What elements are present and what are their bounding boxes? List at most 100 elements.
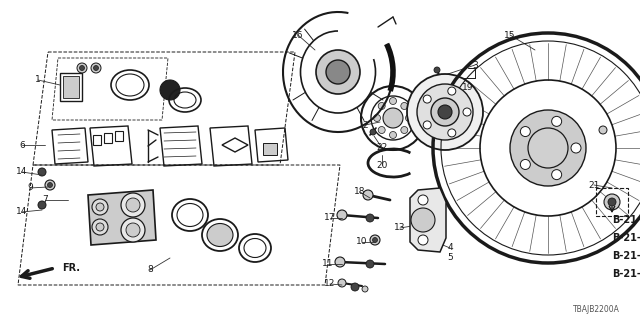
Circle shape (434, 67, 440, 73)
Text: 11: 11 (323, 260, 333, 268)
Circle shape (431, 98, 459, 126)
Text: 15: 15 (504, 30, 516, 39)
Bar (60, 73, 82, 101)
Text: B-21-1: B-21-1 (612, 233, 640, 243)
Circle shape (372, 237, 378, 243)
Ellipse shape (207, 223, 233, 246)
Bar (115, 131, 123, 141)
Circle shape (316, 50, 360, 94)
Circle shape (378, 102, 385, 109)
Bar (93, 135, 101, 145)
Circle shape (337, 210, 347, 220)
Circle shape (335, 257, 345, 267)
Circle shape (77, 63, 87, 73)
Text: 17: 17 (324, 213, 336, 222)
Circle shape (160, 80, 180, 100)
Circle shape (423, 121, 431, 129)
Text: B-21-2: B-21-2 (612, 251, 640, 261)
Circle shape (126, 223, 140, 237)
Circle shape (362, 286, 368, 292)
Text: 4: 4 (447, 244, 453, 252)
Text: 13: 13 (394, 223, 406, 233)
Circle shape (338, 279, 346, 287)
Circle shape (92, 199, 108, 215)
Circle shape (93, 66, 99, 70)
Circle shape (552, 116, 562, 126)
Circle shape (366, 214, 374, 222)
Text: 16: 16 (292, 30, 304, 39)
Circle shape (608, 198, 616, 206)
Circle shape (126, 198, 140, 212)
Circle shape (370, 235, 380, 245)
Circle shape (390, 132, 397, 139)
Text: 3: 3 (472, 60, 478, 69)
Circle shape (96, 223, 104, 231)
Circle shape (370, 129, 376, 135)
Circle shape (401, 102, 408, 109)
Text: 22: 22 (376, 143, 388, 153)
Text: B-21: B-21 (612, 215, 637, 225)
Circle shape (96, 203, 104, 211)
Circle shape (401, 126, 408, 133)
Circle shape (351, 283, 359, 291)
Circle shape (378, 126, 385, 133)
Text: TBAJB2200A: TBAJB2200A (573, 306, 620, 315)
Circle shape (366, 260, 374, 268)
Circle shape (528, 128, 568, 168)
Circle shape (599, 126, 607, 134)
Text: 14: 14 (16, 207, 28, 217)
Circle shape (121, 193, 145, 217)
Text: 6: 6 (19, 140, 25, 149)
Text: 10: 10 (356, 237, 368, 246)
Text: 20: 20 (376, 161, 388, 170)
Circle shape (411, 208, 435, 232)
Text: 9: 9 (27, 183, 33, 193)
Circle shape (45, 180, 55, 190)
Circle shape (418, 235, 428, 245)
Circle shape (552, 170, 562, 180)
Circle shape (406, 115, 413, 122)
Circle shape (463, 108, 471, 116)
Bar (104, 133, 112, 143)
Circle shape (520, 126, 531, 137)
Text: 7: 7 (42, 196, 48, 204)
Circle shape (363, 190, 373, 200)
Text: 21: 21 (588, 180, 600, 189)
Circle shape (92, 219, 108, 235)
Circle shape (571, 143, 581, 153)
Circle shape (423, 95, 431, 103)
Circle shape (38, 168, 46, 176)
Circle shape (510, 110, 586, 186)
Circle shape (417, 84, 473, 140)
Circle shape (79, 66, 84, 70)
Circle shape (407, 74, 483, 150)
Circle shape (47, 182, 52, 188)
Circle shape (91, 63, 101, 73)
Circle shape (390, 98, 397, 105)
Text: 12: 12 (324, 279, 336, 289)
Text: 19: 19 (462, 84, 474, 92)
Circle shape (438, 105, 452, 119)
Bar (63, 76, 79, 98)
Text: 14: 14 (16, 167, 28, 177)
Text: 5: 5 (447, 253, 453, 262)
Circle shape (383, 108, 403, 128)
Circle shape (38, 201, 46, 209)
Bar (263, 143, 277, 155)
Circle shape (520, 159, 531, 170)
Text: 18: 18 (355, 188, 365, 196)
Circle shape (326, 60, 350, 84)
Text: 1: 1 (35, 76, 41, 84)
Text: 8: 8 (147, 266, 153, 275)
Circle shape (448, 129, 456, 137)
Circle shape (604, 194, 620, 210)
Polygon shape (88, 190, 156, 245)
Circle shape (418, 195, 428, 205)
Text: 2: 2 (362, 121, 368, 130)
Text: B-21-3: B-21-3 (612, 269, 640, 279)
Bar (596, 188, 628, 216)
Circle shape (448, 87, 456, 95)
Polygon shape (410, 188, 446, 252)
Circle shape (374, 115, 381, 122)
Text: FR.: FR. (62, 263, 80, 273)
